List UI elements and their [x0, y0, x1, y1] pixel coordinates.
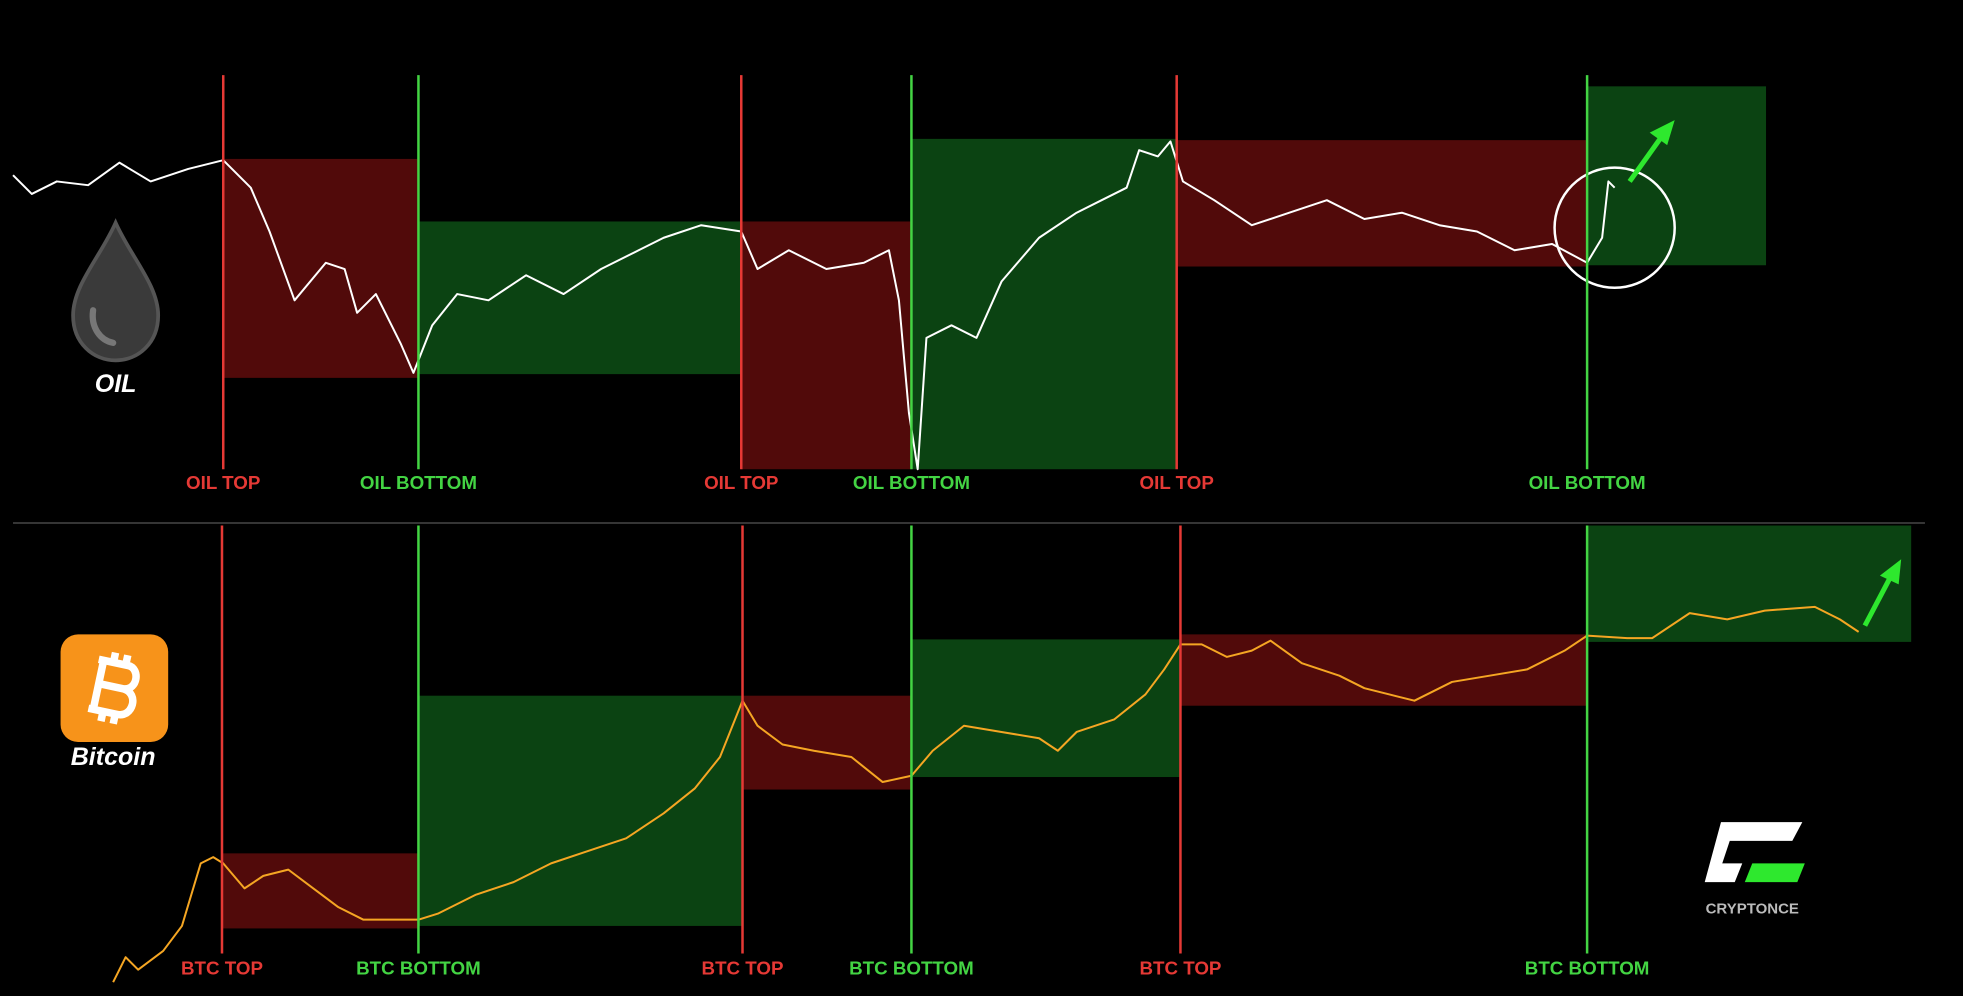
logo [1744, 863, 1805, 883]
cycle-label: OIL BOTTOM [853, 472, 970, 493]
zone [741, 221, 912, 470]
zone [911, 138, 1177, 470]
panel-label: OIL [95, 370, 137, 398]
markers: OIL TOP OIL BOTTOM OIL TOP OIL BOTTOM OIL TO… [181, 75, 1649, 979]
bitcoin-symbol [87, 651, 140, 725]
price-line [12, 140, 1616, 471]
zone [1587, 86, 1767, 266]
cycle-label: BTC BOTTOM [1525, 958, 1650, 979]
cycle-label: BTC BOTTOM [356, 958, 481, 979]
cycle-label: OIL BOTTOM [1529, 472, 1646, 493]
cycle-label: OIL TOP [1140, 472, 1214, 493]
cycle-label: BTC BOTTOM [849, 958, 974, 979]
arrow-head [1879, 559, 1902, 585]
price-line [112, 605, 1860, 983]
lines [12, 140, 1860, 983]
cycle-label: OIL TOP [704, 472, 778, 493]
zone [911, 639, 1181, 778]
watermark: CRYPTONCE [1706, 901, 1799, 918]
cycle-label: BTC TOP [1139, 958, 1221, 979]
zone [418, 221, 742, 375]
zone [1176, 140, 1588, 267]
logo [1704, 822, 1803, 883]
zones [221, 86, 1912, 929]
cycle-label: OIL TOP [186, 472, 260, 493]
zone [418, 695, 743, 926]
zone [221, 853, 419, 929]
highlight-circle [1553, 166, 1676, 290]
cycle-label: BTC TOP [702, 958, 784, 979]
arrow [1862, 576, 1893, 627]
arrow-head [1649, 120, 1675, 146]
panel-label: Bitcoin [71, 743, 156, 771]
cycle-label: BTC TOP [181, 958, 263, 979]
oil-icon-shine [89, 307, 117, 346]
cycle-label: OIL BOTTOM [360, 472, 477, 493]
zone [1587, 525, 1912, 642]
zone [742, 695, 912, 790]
arrow [1627, 136, 1663, 183]
